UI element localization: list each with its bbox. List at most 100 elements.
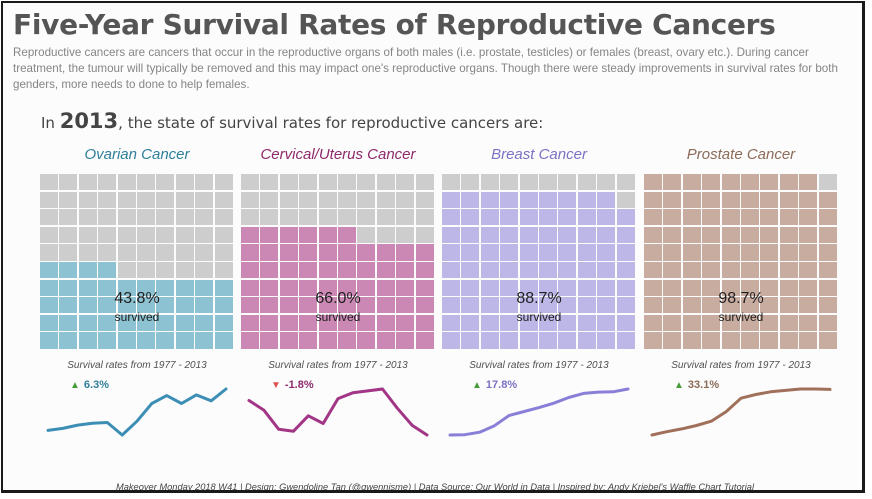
waffle-cell [558,209,577,226]
waffle-cell [644,279,662,296]
waffle-cell [376,209,395,226]
waffle-cell [721,332,740,349]
waffle-cell [117,262,136,279]
waffle-cell [137,297,155,314]
waffle-cell [663,279,682,296]
waffle-cell [760,174,779,191]
waffle-cell [396,314,415,331]
waffle-cell [156,226,175,243]
waffle-cell [519,191,538,208]
waffle-cell [779,332,798,349]
waffle-cell [500,332,519,349]
waffle-cell [214,297,233,314]
waffle-cell [338,226,356,243]
waffle-cell [461,262,480,279]
waffle-cell [702,332,721,349]
waffle-cell [137,244,155,261]
waffle-cell [760,314,779,331]
waffle-cell [644,209,662,226]
waffle-cell [40,262,58,279]
waffle-cell [156,209,175,226]
waffle-cell [741,226,759,243]
waffle-cell [799,297,818,314]
waffle-cell [741,332,759,349]
sparkline-path [650,387,832,437]
waffle-cell [241,314,259,331]
waffle-cell [137,191,155,208]
waffle-cell [558,244,577,261]
waffle-cell [40,226,58,243]
waffle-cell [741,191,759,208]
waffle-cell [214,174,233,191]
up-arrow-icon: ▲ [70,380,80,391]
waffle-cell [175,297,194,314]
waffle-cell [338,279,356,296]
waffle-cell [539,191,557,208]
waffle-cell [760,209,779,226]
waffle-cell [299,209,318,226]
waffle-cell [616,297,635,314]
waffle-cell [260,314,279,331]
sparkline-path [46,387,228,437]
waffle-cell [779,244,798,261]
waffle-cell [577,209,596,226]
waffle-cell [760,244,779,261]
waffle-cell [40,332,58,349]
waffle-cell [519,244,538,261]
change-indicator-prostate-cancer: ▲ 33.1% [674,379,719,391]
survival-percent-cervical-uterus-cancer: 66.0% [315,290,361,307]
waffle-cell [500,262,519,279]
waffle-cell [442,191,460,208]
waffle-cell [597,314,616,331]
waffle-cell [480,244,499,261]
waffle-cell [156,191,175,208]
waffle-cell [480,279,499,296]
waffle-cell [396,209,415,226]
waffle-cell [539,174,557,191]
waffle-cell [376,174,395,191]
waffle-cell [779,279,798,296]
waffle-cell [241,174,259,191]
waffle-cell [663,297,682,314]
waffle-cell [279,279,298,296]
waffle-cell [357,297,376,314]
waffle-cell [644,191,662,208]
waffle-cell [818,174,837,191]
waffle-cell [195,297,214,314]
waffle-cell [442,244,460,261]
waffle-cell [78,314,97,331]
waffle-cell [799,209,818,226]
survived-label-breast-cancer: survived [516,310,562,324]
survived-label-prostate-cancer: survived [718,310,764,324]
waffle-cell [299,279,318,296]
waffle-cell [117,244,136,261]
headline-prefix: In [41,114,60,132]
waffle-cell [682,297,701,314]
waffle-cell [597,226,616,243]
waffle-cell [480,314,499,331]
waffle-cell [500,244,519,261]
waffle-cell [461,191,480,208]
waffle-cell [721,226,740,243]
waffle-cell [597,262,616,279]
waffle-cell [318,297,337,314]
waffle-cell [500,314,519,331]
waffle-cell [260,262,279,279]
waffle-cell [214,279,233,296]
sparkline-subtitle-cervical-uterus-cancer: Survival rates from 1977 - 2013 [268,360,408,371]
waffle-cell [98,262,117,279]
waffle-cell [597,279,616,296]
waffle-cell [376,191,395,208]
waffle-cell [59,209,78,226]
waffle-cell [260,244,279,261]
waffle-cell [40,297,58,314]
waffle-cell [260,191,279,208]
waffle-cell [461,279,480,296]
waffle-cell [682,244,701,261]
waffle-cell [558,226,577,243]
waffle-cell [241,226,259,243]
waffle-cell [117,332,136,349]
waffle-cell [799,332,818,349]
waffle-cell [117,174,136,191]
waffle-cell [241,297,259,314]
